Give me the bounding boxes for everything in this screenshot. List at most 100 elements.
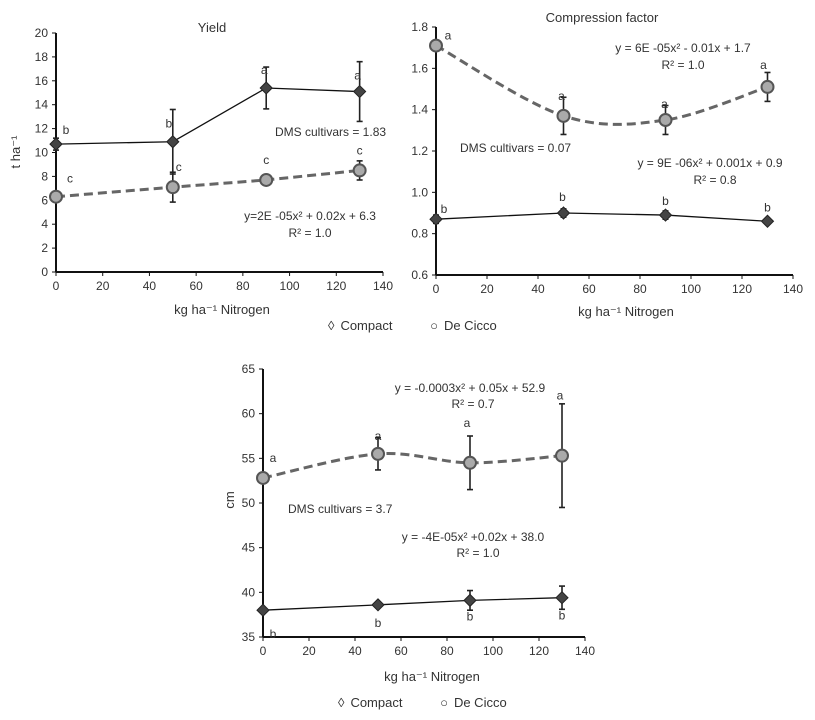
y-tick-label: 50 [242,496,256,510]
data-point [463,593,477,608]
data-point [165,180,180,195]
x-tick-label: 100 [681,282,701,296]
y-tick-label: 1.0 [411,185,428,199]
y-tick-label: 0.6 [411,268,428,282]
y-tick-label: 35 [242,630,256,644]
significance-letter: b [467,609,474,623]
significance-letter: a [557,389,564,403]
significance-letter: c [357,143,363,157]
data-point [658,113,673,127]
y-tick-label: 0 [41,265,48,279]
x-tick-label: 0 [53,279,60,293]
x-tick-label: 60 [582,282,596,296]
data-point [371,446,385,461]
annotation: DMS cultivars = 1.83 [275,125,386,139]
significance-letter: c [67,172,73,186]
chart-panel-1: 0 20 40 60 80 100 120 140 0 2 4 6 8 10 12 14 16 18 20 Yield… [8,20,393,317]
x-tick-label: 140 [783,282,803,296]
y-tick-label: 1.8 [411,20,428,34]
diamond-icon: ◊ [338,695,345,710]
x-tick-label: 20 [302,644,316,658]
data-point [259,172,274,187]
y-tick-label: 0.8 [411,227,428,241]
series-line-de-cicco [262,451,563,480]
x-tick-label: 80 [440,644,454,658]
data-point [352,84,367,99]
significance-letter: a [270,451,277,465]
annotation: R² = 1.0 [661,58,704,72]
data-point [259,81,273,95]
series-line-de-cicco [435,44,768,126]
significance-letter: b [662,194,669,208]
y-tick-label: 1.4 [411,103,428,117]
significance-letter: c [263,153,269,167]
significance-letter: b [375,616,382,630]
data-point [429,38,443,53]
series-line-compact [55,87,360,145]
data-point [658,208,673,222]
annotation: y = -0.0003x² + 0.05x + 52.9 [395,381,546,395]
annotation: DMS cultivars = 0.07 [460,141,571,155]
y-tick-label: 60 [242,407,256,421]
significance-letter: a [354,69,361,83]
annotation: y = 9E -06x² + 0.001x + 0.9 [637,156,782,170]
y-tick-label: 16 [35,74,49,88]
significance-letter: a [464,416,471,430]
x-tick-label: 100 [483,644,503,658]
y-tick-label: 18 [35,50,49,64]
chart-panel-3: 0 20 40 60 80 100 120 140 35 40 45 50 55 60 65 cm kg ha⁻… [222,362,595,684]
annotation: R² = 0.7 [451,397,494,411]
data-point [760,214,775,228]
significance-letter: a [261,63,268,77]
data-point [760,79,775,94]
data-point [256,470,270,485]
y-tick-label: 65 [242,362,256,376]
data-point [352,163,367,178]
y-tick-label: 14 [35,98,49,112]
legend-decicco: De Cicco [443,318,497,333]
legend-compact: Compact [350,695,403,710]
significance-letter: b [559,190,566,204]
y-tick-label: 40 [242,585,256,599]
significance-letter: b [441,202,448,216]
significance-letter: a [760,58,767,72]
chart-panel-2: 0 20 40 60 80 100 120 140 0.6 0.8 1.0 1.2 1.4 1.6 1.8 C… [411,10,803,319]
y-tick-label: 1.2 [411,144,428,158]
y-tick-label: 6 [41,193,48,207]
annotation: R² = 1.0 [456,546,499,560]
x-tick-label: 0 [260,644,267,658]
annotation: y=2E -05x² + 0.02x + 6.3 [244,209,376,223]
x-tick-label: 140 [373,279,393,293]
x-tick-label: 40 [531,282,545,296]
x-tick-label: 0 [433,282,440,296]
significance-letter: b [165,117,172,131]
diamond-icon: ◊ [328,318,335,333]
x-tick-label: 120 [326,279,346,293]
x-tick-label: 60 [394,644,408,658]
y-tick-label: 20 [35,26,49,40]
y-tick-label: 45 [242,541,256,555]
y-axis-label: t ha⁻¹ [8,135,23,169]
legend-decicco: De Cicco [453,695,507,710]
series-line-compact [262,597,563,611]
annotation: R² = 1.0 [288,226,331,240]
annotation: y = 6E -05x² - 0.01x + 1.7 [615,41,751,55]
circle-icon: ○ [430,318,438,333]
significance-letter: b [559,609,566,623]
significance-letter: b [63,123,70,137]
data-point [556,206,571,220]
data-point [555,590,569,605]
y-tick-label: 10 [35,146,49,160]
y-tick-label: 1.6 [411,61,428,75]
series-line-compact [435,212,768,222]
annotation: R² = 0.8 [693,173,736,187]
y-tick-label: 12 [35,122,49,136]
significance-letter: a [661,97,668,111]
chart-title: Yield [198,20,226,35]
data-point [371,598,385,612]
data-point [463,455,477,470]
x-axis-label: kg ha⁻¹ Nitrogen [578,304,674,319]
significance-letter: b [764,200,771,214]
legend-top: ◊ Compact ○ De Cicco [328,318,503,333]
